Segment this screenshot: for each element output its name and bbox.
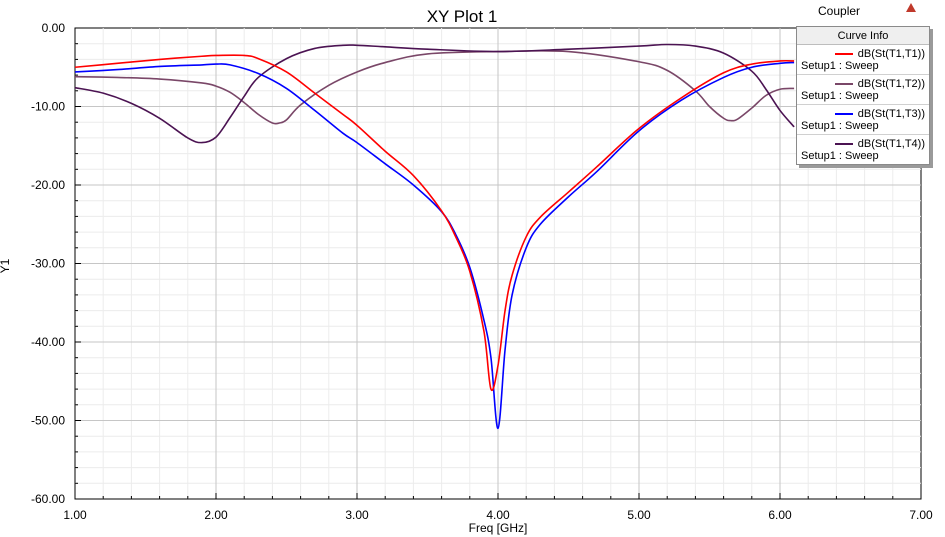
series-line [74,61,795,430]
legend-entry[interactable]: dB(St(T1,T1)) Setup1 : Sweep [797,45,929,75]
x-axis-ticks: 1.00 2.00 3.00 4.00 5.00 6.00 7.00 [63,508,933,522]
legend-series-name: dB(St(T1,T1)) [857,48,925,60]
curve-info-legend[interactable]: Curve Info dB(St(T1,T1)) Setup1 : Sweep … [796,26,930,165]
project-logo-icon [906,3,916,12]
project-name: Coupler [818,4,860,18]
legend-series-name: dB(St(T1,T2)) [857,78,925,90]
y-tick-label: -10.00 [31,100,65,114]
series-line [74,43,795,144]
legend-setup-label: Setup1 : Sweep [801,150,879,162]
legend-series-name: dB(St(T1,T3)) [857,108,925,120]
major-grid [75,28,921,499]
y-axis-ticks: 0.00 -10.00 -20.00 -30.00 -40.00 -50.00 -60.00 [31,21,65,506]
axis-tick-marks [74,27,922,500]
legend-setup-label: Setup1 : Sweep [801,120,879,132]
x-tick-label: 7.00 [909,508,933,522]
legend-entry[interactable]: dB(St(T1,T2)) Setup1 : Sweep [797,75,929,105]
legend-entry[interactable]: dB(St(T1,T3)) Setup1 : Sweep [797,105,929,135]
legend-swatch [834,53,853,55]
y-tick-label: -50.00 [31,414,65,428]
x-tick-label: 1.00 [63,508,87,522]
x-tick-label: 4.00 [486,508,510,522]
legend-entry[interactable]: dB(St(T1,T4)) Setup1 : Sweep [797,135,929,164]
legend-title: Curve Info [797,27,929,45]
x-axis-label: Freq [GHz] [469,521,528,535]
legend-swatch [834,113,853,115]
legend-swatch [834,143,853,145]
x-tick-label: 3.00 [345,508,369,522]
y-axis-label: Y1 [0,258,12,273]
series-line [74,54,795,392]
legend-setup-label: Setup1 : Sweep [801,90,879,102]
y-tick-label: -20.00 [31,178,65,192]
x-tick-label: 2.00 [204,508,228,522]
y-tick-label: 0.00 [42,21,66,35]
legend-series-name: dB(St(T1,T4)) [857,138,925,150]
legend-setup-label: Setup1 : Sweep [801,60,879,72]
y-tick-label: -40.00 [31,335,65,349]
x-tick-label: 5.00 [627,508,651,522]
chart-title: XY Plot 1 [427,7,498,26]
legend-swatch [834,83,853,85]
y-tick-label: -60.00 [31,492,65,506]
y-tick-label: -30.00 [31,257,65,271]
series-line [74,49,795,125]
x-tick-label: 6.00 [768,508,792,522]
series-layer [74,43,795,430]
